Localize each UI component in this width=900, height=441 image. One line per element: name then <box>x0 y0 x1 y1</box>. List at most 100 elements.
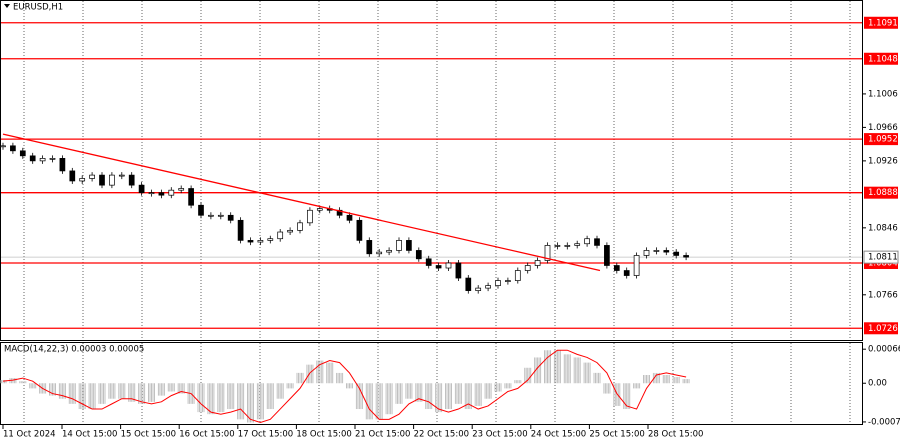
y-tick-label: 1.0846 <box>868 223 898 233</box>
candle-body <box>237 219 244 241</box>
candle-body <box>514 270 521 281</box>
level-label-box <box>864 16 898 29</box>
y-tick-label: 1.1006 <box>868 89 898 99</box>
candle-body <box>99 174 105 186</box>
candle-body <box>465 277 472 291</box>
candle-body <box>208 214 214 217</box>
candle-body <box>69 170 76 182</box>
candle-body <box>425 258 432 266</box>
macd-y-tick-label: -0.00075 <box>868 417 900 427</box>
candle-body <box>604 245 610 266</box>
candle-body <box>653 250 660 252</box>
candle-body <box>435 265 442 269</box>
candle-body <box>247 240 254 243</box>
menu-arrow[interactable] <box>4 4 10 8</box>
level-label-box <box>864 186 898 199</box>
x-tick-label: 15 Oct 15:00 <box>121 430 176 440</box>
candle-body <box>554 245 561 247</box>
candle-body <box>366 240 373 255</box>
x-tick-label: 28 Oct 15:00 <box>648 430 703 440</box>
candle-body <box>623 270 630 276</box>
x-tick-label: 24 Oct 15:00 <box>531 430 586 440</box>
y-tick-label: 1.0766 <box>868 290 898 300</box>
level-label: 1.0952 <box>868 135 898 145</box>
x-tick-label: 14 Oct 15:00 <box>62 430 117 440</box>
candle-body <box>445 262 452 269</box>
candle-body <box>39 158 46 162</box>
candle-body <box>594 238 600 246</box>
candle-body <box>307 209 313 224</box>
level-label: 1.0888 <box>868 188 898 198</box>
candle-body <box>277 231 284 240</box>
x-tick-label: 17 Oct 15:00 <box>238 430 293 440</box>
macd-y-tick-label: 0.00066 <box>868 345 900 355</box>
signal-line <box>2 349 687 423</box>
x-tick-label: 16 Oct 15:00 <box>179 430 234 440</box>
candle-body <box>406 240 412 251</box>
candle-body <box>574 243 581 246</box>
x-tick-label: 18 Oct 15:00 <box>296 430 351 440</box>
trendline <box>2 133 601 272</box>
candle-body <box>316 208 323 211</box>
y-tick-label: 1.0926 <box>868 156 898 166</box>
candle-body <box>564 245 571 247</box>
candle-body <box>148 192 155 195</box>
candle-body <box>544 245 551 261</box>
candle-body <box>683 255 689 258</box>
x-tick-label: 25 Oct 15:00 <box>589 430 644 440</box>
candle-body <box>168 189 175 196</box>
x-tick-label: 11 Oct 2024 <box>3 430 56 440</box>
candle-body <box>128 174 135 186</box>
candle-body <box>643 250 650 256</box>
candle-body <box>217 214 224 217</box>
candle-body <box>29 155 36 162</box>
candle-body <box>19 150 26 157</box>
candle-body <box>138 184 145 194</box>
level-label-box <box>864 322 898 335</box>
candle-body <box>257 240 264 243</box>
x-tick-label: 21 Oct 15:00 <box>355 430 410 440</box>
candle-body <box>59 158 66 172</box>
candle-body <box>534 260 541 266</box>
candle-body <box>376 251 383 255</box>
y-tick-label: 1.0966 <box>868 123 898 133</box>
x-tick-label: 22 Oct 15:00 <box>414 430 469 440</box>
candle-body <box>475 287 482 291</box>
chart-title: EURUSD,H1 <box>13 3 63 13</box>
candle-body <box>227 214 234 221</box>
level-label-box <box>864 52 898 65</box>
candle-body <box>267 238 274 241</box>
candle-body <box>356 219 363 241</box>
candle-body <box>346 214 353 221</box>
macd-title: MACD(14,22,3) 0.00003 0.00005 <box>4 345 144 355</box>
level-label-box <box>864 133 898 146</box>
current-price-box <box>863 250 899 264</box>
candle-body <box>455 262 462 279</box>
candle-body <box>178 188 185 191</box>
current-price-label: 1.0811 <box>868 253 898 263</box>
candle-body <box>89 174 95 179</box>
candle-body <box>158 192 165 196</box>
main-panel <box>0 0 863 341</box>
candle-body <box>287 229 293 233</box>
candle-body <box>613 265 620 271</box>
macd-y-tick-label: 0.00 <box>868 379 887 389</box>
candle-body <box>188 188 194 206</box>
candle-body <box>79 178 86 182</box>
candle-body <box>495 280 501 286</box>
candle-body <box>198 204 204 216</box>
candle-body <box>49 158 56 160</box>
level-label: 1.1091 <box>868 18 898 28</box>
candle-body <box>584 238 590 245</box>
candle-body <box>0 145 6 148</box>
candle-body <box>673 251 680 256</box>
candle-body <box>396 240 402 251</box>
candle-body <box>485 285 491 289</box>
level-label: 1.0726 <box>868 324 898 334</box>
candle-body <box>633 255 640 276</box>
candle-body <box>386 250 392 253</box>
candle-body <box>663 250 670 253</box>
candle-body <box>109 174 115 186</box>
candle-body <box>118 174 125 177</box>
